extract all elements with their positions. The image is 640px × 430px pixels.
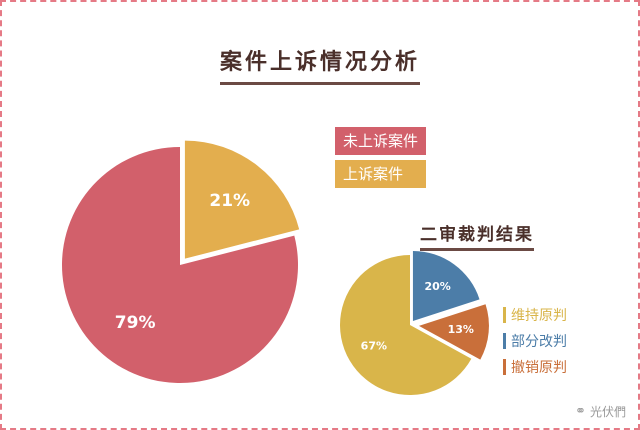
- legend-item-appealed: 上诉案件: [335, 160, 427, 188]
- pie-slice-0: [340, 254, 472, 395]
- watermark-text: 光伏們: [589, 405, 626, 419]
- legend-item-revoked: 撤销原判: [503, 356, 567, 378]
- pie-data-label-0: 79%: [115, 313, 156, 333]
- legend-label: 撤销原判: [511, 360, 567, 376]
- pie-data-label-2: 13%: [448, 323, 474, 336]
- legend-appeal: 未上诉案件 上诉案件: [335, 127, 427, 193]
- pie-slice-0: [62, 147, 299, 384]
- pie-slice-2: [418, 304, 489, 360]
- secondary-title: 二审裁判结果: [420, 220, 534, 251]
- legend-item-partially-revised: 部分改判: [503, 330, 567, 352]
- legend-label: 部分改判: [511, 334, 567, 350]
- wechat-icon: ⚭: [575, 404, 586, 419]
- pie-data-label-1: 21%: [209, 191, 250, 211]
- legend-swatch: [503, 359, 506, 375]
- legend-swatch: [503, 333, 506, 349]
- pie-slice-1: [184, 140, 300, 259]
- legend-swatch: [503, 307, 506, 323]
- watermark: ⚭ 光伏們: [575, 403, 626, 420]
- legend-second-instance: 维持原判 部分改判 撤销原判: [503, 304, 567, 382]
- legend-item-not-appealed: 未上诉案件: [335, 127, 427, 155]
- pie-data-label-0: 67%: [361, 339, 387, 352]
- main-title: 案件上诉情况分析: [219, 44, 420, 85]
- legend-label: 维持原判: [511, 308, 567, 324]
- pie-data-label-1: 20%: [424, 280, 450, 293]
- pie-slice-1: [412, 250, 480, 321]
- legend-item-upheld: 维持原判: [503, 304, 567, 326]
